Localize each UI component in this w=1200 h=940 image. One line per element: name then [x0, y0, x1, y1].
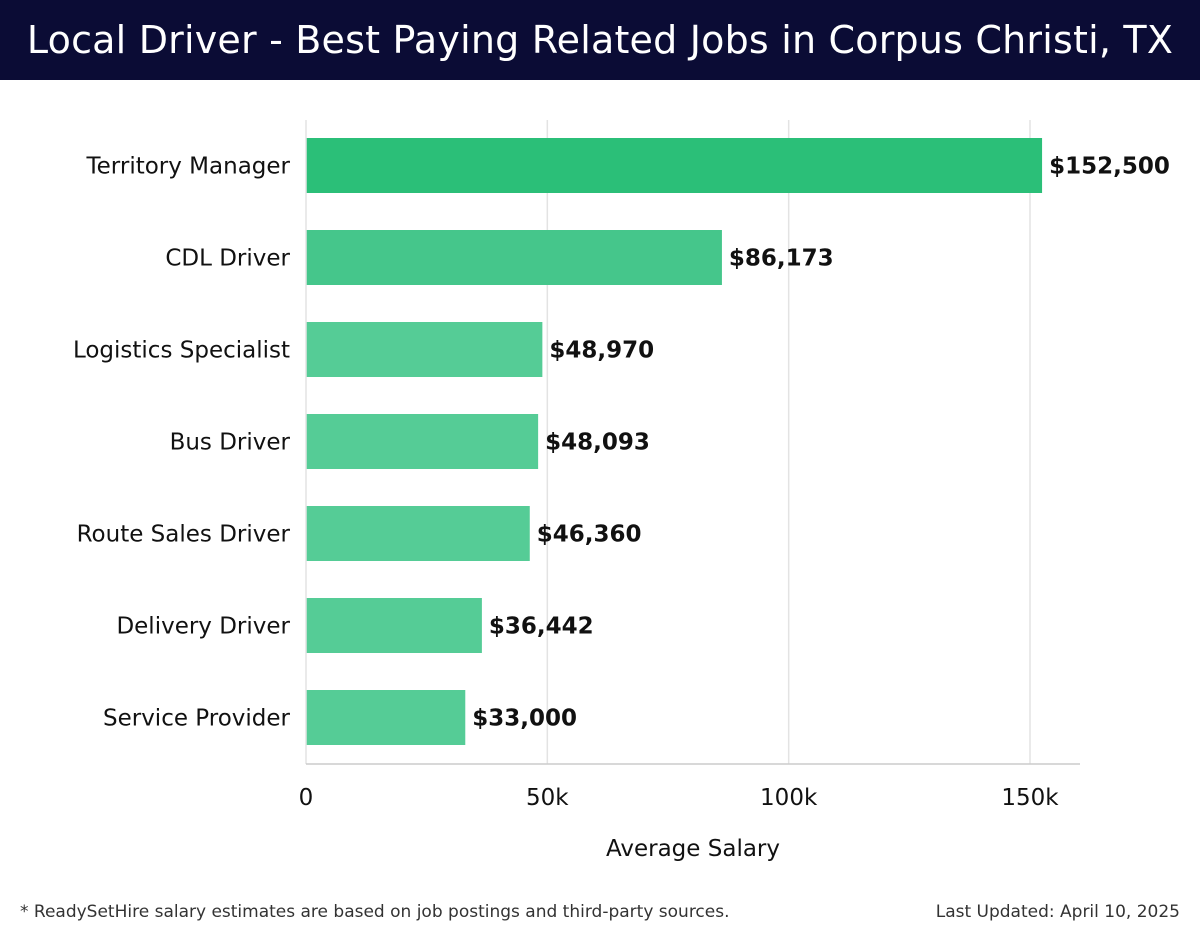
bar-layer [306, 138, 1043, 745]
category-label: Bus Driver [170, 430, 291, 456]
value-label: $152,500 [1049, 154, 1170, 180]
x-tick-label: 50k [526, 785, 569, 811]
bar-logistics-specialist [306, 322, 543, 377]
bar-cdl-driver [306, 230, 722, 285]
x-tick-label: 100k [760, 785, 818, 811]
value-label: $86,173 [729, 246, 834, 272]
category-label: CDL Driver [165, 246, 290, 272]
category-label: Service Provider [103, 706, 291, 732]
x-axis-title: Average Salary [606, 836, 780, 862]
bar-bus-driver [306, 414, 539, 469]
value-label: $48,093 [545, 430, 650, 456]
value-label: $46,360 [537, 522, 642, 548]
grid-layer [546, 120, 1031, 764]
x-tick-label: 0 [299, 785, 314, 811]
x-tick-label: 150k [1001, 785, 1059, 811]
bar-service-provider [306, 690, 466, 745]
value-label: $36,442 [489, 614, 594, 640]
chart-area: Territory Manager $152,500 CDL Driver $86,1… [0, 80, 1200, 880]
chart-header: Local Driver - Best Paying Related Jobs … [0, 0, 1200, 80]
category-label: Delivery Driver [116, 614, 290, 640]
last-updated: Last Updated: April 10, 2025 [935, 902, 1180, 922]
axis-layer: 0 50k 100k 150k Average Salary [299, 120, 1080, 862]
category-label: Logistics Specialist [73, 338, 290, 364]
bar-delivery-driver [306, 598, 482, 653]
category-label: Route Sales Driver [77, 522, 291, 548]
chart-title: Local Driver - Best Paying Related Jobs … [26, 18, 1174, 62]
category-label: Territory Manager [86, 154, 291, 180]
value-label: $33,000 [472, 706, 577, 732]
bar-chart: Territory Manager $152,500 CDL Driver $86,1… [73, 120, 1170, 862]
value-label: $48,970 [549, 338, 654, 364]
bar-territory-manager [306, 138, 1043, 193]
bar-route-sales-driver [306, 506, 530, 561]
footer-note: * ReadySetHire salary estimates are base… [20, 902, 730, 922]
label-layer: Territory Manager $152,500 CDL Driver $86,1… [73, 154, 1170, 732]
